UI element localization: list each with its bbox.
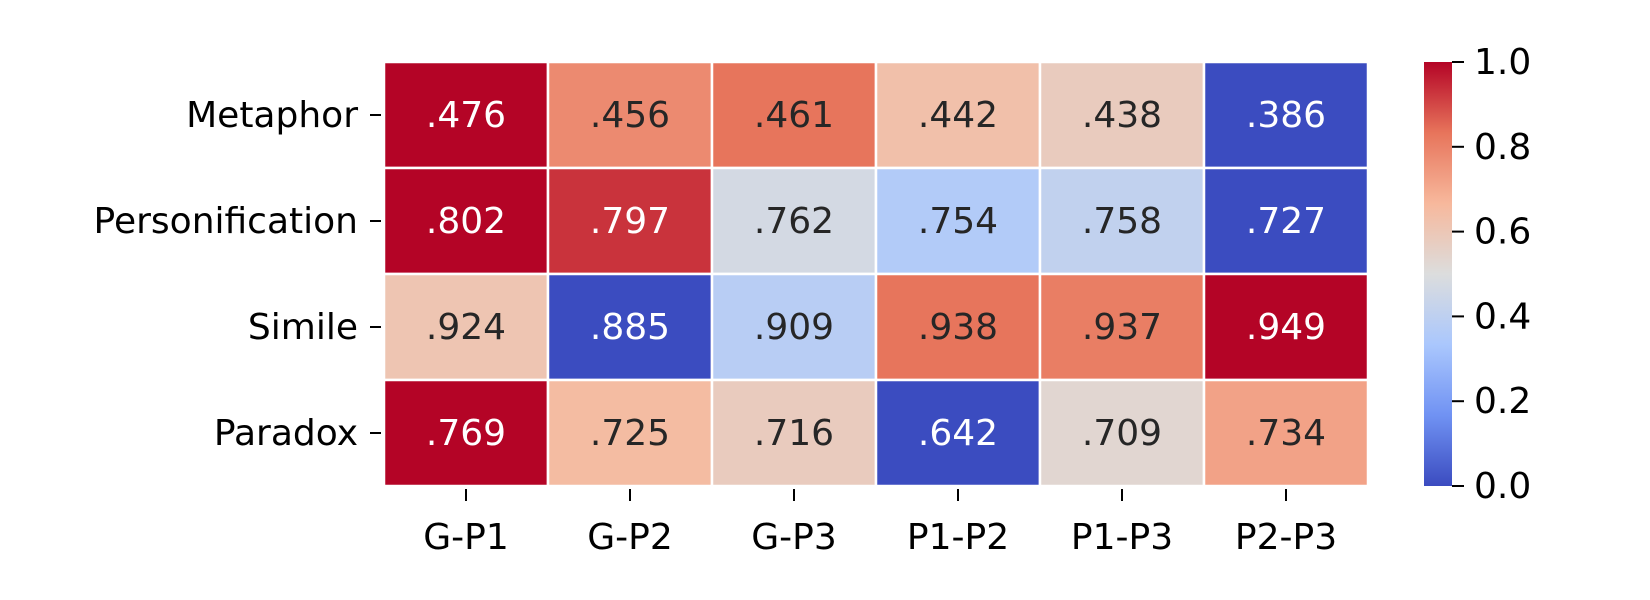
heatmap-cell (546, 378, 714, 488)
cell-value-label: .476 (426, 95, 506, 136)
cell-value-label: .802 (426, 201, 506, 242)
heatmap-cell (546, 272, 714, 382)
cell-value-label: .762 (754, 201, 834, 242)
y-tick-label: Simile (248, 307, 358, 348)
y-tick-label: Metaphor (186, 95, 358, 136)
heatmap-cell (1202, 378, 1370, 488)
cell-value-label: .725 (590, 413, 670, 454)
cell-value-label: .754 (918, 201, 998, 242)
cell-value-label: .442 (918, 95, 998, 136)
heatmap-cell (874, 272, 1042, 382)
colorbar-tick-label: 0.6 (1474, 212, 1531, 253)
heatmap-cell (1202, 60, 1370, 170)
heatmap-cells (382, 60, 1370, 488)
cell-value-label: .938 (918, 307, 998, 348)
colorbar: 0.0 0.2 0.4 0.6 0.8 1.0 (1424, 42, 1531, 507)
heatmap-cell (1202, 166, 1370, 276)
x-tick-label: P2-P3 (1235, 517, 1337, 558)
heatmap-cell (546, 60, 714, 170)
cell-value-label: .758 (1082, 201, 1162, 242)
x-tick-label: P1-P2 (907, 517, 1009, 558)
x-axis: G-P1 G-P2 G-P3 P1-P2 P1-P3 P2-P3 (423, 489, 1337, 558)
cell-value-label: .909 (754, 307, 834, 348)
heatmap-cell (1038, 272, 1206, 382)
cell-value-label: .386 (1246, 95, 1326, 136)
colorbar-gradient (1424, 62, 1452, 486)
heatmap-cell (546, 166, 714, 276)
heatmap-cell (874, 378, 1042, 488)
heatmap-cell (710, 378, 878, 488)
cell-value-label: .924 (426, 307, 506, 348)
heatmap-cell (1038, 378, 1206, 488)
y-tick-label: Personification (94, 201, 358, 242)
colorbar-tick-label: 0.2 (1474, 381, 1531, 422)
colorbar-tick-label: 1.0 (1474, 42, 1531, 83)
x-tick-label: G-P1 (423, 517, 509, 558)
heatmap-cell (710, 60, 878, 170)
colorbar-tick-label: 0.8 (1474, 127, 1531, 168)
cell-value-label: .727 (1246, 201, 1326, 242)
x-tick-label: P1-P3 (1071, 517, 1173, 558)
cell-value-label: .734 (1246, 413, 1326, 454)
cell-annotations: .476 .456 .461 .442 .438 .386 .802 .797 .762 .754… (426, 95, 1326, 454)
cell-value-label: .461 (754, 95, 834, 136)
cell-value-label: .885 (590, 307, 670, 348)
cell-value-label: .642 (918, 413, 998, 454)
y-axis: Metaphor Personification Simile Paradox (94, 95, 381, 454)
cell-value-label: .797 (590, 201, 670, 242)
x-tick-label: G-P3 (751, 517, 837, 558)
y-tick-label: Paradox (214, 413, 358, 454)
heatmap-cell (382, 60, 550, 170)
colorbar-tick-label: 0.4 (1474, 296, 1531, 337)
cell-value-label: .438 (1082, 95, 1162, 136)
x-tick-label: G-P2 (587, 517, 673, 558)
heatmap-cell (1202, 272, 1370, 382)
cell-value-label: .456 (590, 95, 670, 136)
heatmap-cell (874, 166, 1042, 276)
cell-value-label: .937 (1082, 307, 1162, 348)
cell-value-label: .709 (1082, 413, 1162, 454)
heatmap-cell (382, 378, 550, 488)
cell-value-label: .769 (426, 413, 506, 454)
cell-value-label: .949 (1246, 307, 1326, 348)
cell-value-label: .716 (754, 413, 834, 454)
colorbar-tick-label: 0.0 (1474, 466, 1531, 507)
